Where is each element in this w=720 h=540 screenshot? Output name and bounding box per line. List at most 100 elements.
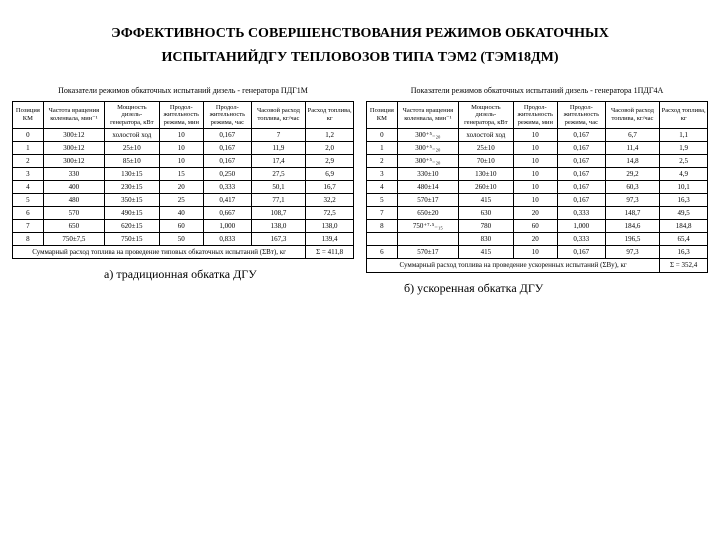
table-cell: 17,4 — [251, 155, 306, 168]
table-cell: 2,9 — [306, 155, 354, 168]
col-pz: Продол-жительность режима, мин — [159, 101, 203, 128]
table-left: Позиция КМ Частота вращения коленвала, м… — [12, 101, 354, 260]
table-row: 7650±20630200,333148,749,5 — [367, 207, 708, 220]
table-cell: 50 — [159, 233, 203, 246]
table-cell: 7 — [251, 129, 306, 142]
table-cell: 167,3 — [251, 233, 306, 246]
table-row: 1300±1225±10100,16711,92,0 — [13, 142, 354, 155]
table-cell: 750±15 — [105, 233, 160, 246]
table-cell: 10 — [159, 142, 203, 155]
col-cr: Часовой расход топлива, кг/час — [605, 101, 660, 128]
table-cell: 70±10 — [459, 155, 514, 168]
table-cell: 1,1 — [660, 129, 708, 142]
table-row: 6570490±15400,667108,772,5 — [13, 207, 354, 220]
table-cell: 620±15 — [105, 220, 160, 233]
table-cell: 25±10 — [105, 142, 160, 155]
table-row: 0300±12холостой ход100,16771,2 — [13, 129, 354, 142]
table-cell: 350±15 — [105, 194, 160, 207]
table-cell: 25±10 — [459, 142, 514, 155]
table-row: 1300⁺⁵₋₂₀25±10100,16711,41,9 — [367, 142, 708, 155]
table-cell: 97,3 — [605, 194, 660, 207]
col-pr: Продол-жительность режима, час — [203, 101, 251, 128]
table-cell: 139,4 — [306, 233, 354, 246]
table-cell: 0,833 — [203, 233, 251, 246]
table-cell: 8 — [367, 220, 398, 233]
table-cell: 4 — [13, 181, 44, 194]
table-cell: 330±10 — [397, 168, 458, 181]
table-row: 830200,333196,565,4 — [367, 233, 708, 246]
sum-value-left: Σ = 411,8 — [306, 246, 354, 259]
col-pr: Продол-жительность режима, час — [557, 101, 605, 128]
table-cell: 148,7 — [605, 207, 660, 220]
table-cell: 0,167 — [203, 155, 251, 168]
table-cell: 300⁺⁵₋₂₀ — [397, 129, 458, 142]
table-cell: 300±12 — [43, 155, 104, 168]
table-cell: 50,1 — [251, 181, 306, 194]
col-pow: Мощность дизель-генератора, кВт — [105, 101, 160, 128]
table-cell: 10 — [513, 155, 557, 168]
col-rt: Расход топлива, кг — [660, 101, 708, 128]
table-cell: 60 — [513, 220, 557, 233]
table-cell — [397, 233, 458, 246]
table-title-left: Показатели режимов обкаточных испытаний … — [12, 86, 354, 95]
title-line-2: ИСПЫТАНИЙДГУ ТЕПЛОВОЗОВ ТИПА ТЭМ2 (ТЭМ18… — [18, 46, 702, 70]
sum-row-right: Суммарный расход топлива на проведение у… — [367, 259, 708, 272]
table-cell: 300±12 — [43, 129, 104, 142]
table-cell: 650±20 — [397, 207, 458, 220]
table-cell: холостой ход — [105, 129, 160, 142]
table-cell: 130±10 — [459, 168, 514, 181]
table-cell: 27,5 — [251, 168, 306, 181]
table-cell: 10 — [513, 246, 557, 259]
table-cell: 0 — [13, 129, 44, 142]
table-cell: 0,167 — [203, 129, 251, 142]
table-cell: 2 — [13, 155, 44, 168]
table-cell: 10 — [513, 142, 557, 155]
table-cell: 480±14 — [397, 181, 458, 194]
table-cell: 29,2 — [605, 168, 660, 181]
table-cell: 16,3 — [660, 194, 708, 207]
table-row: 5480350±15250,41777,132,2 — [13, 194, 354, 207]
table-cell: 0 — [367, 129, 398, 142]
table-cell: 0,417 — [203, 194, 251, 207]
table-cell: 15 — [159, 168, 203, 181]
page-title: ЭФФЕКТИВНОСТЬ СОВЕРШЕНСТВОВАНИЯ РЕЖИМОВ … — [0, 0, 720, 76]
table-cell — [367, 233, 398, 246]
table-cell: 10,1 — [660, 181, 708, 194]
table-body-left: 0300±12холостой ход100,16771,21300±1225±… — [13, 129, 354, 246]
table-cell: 0,333 — [557, 207, 605, 220]
table-cell: 97,3 — [605, 246, 660, 259]
table-cell: 20 — [513, 233, 557, 246]
table-cell: 0,167 — [203, 142, 251, 155]
table-cell: 6 — [13, 207, 44, 220]
table-cell: 2,0 — [306, 142, 354, 155]
table-cell: 415 — [459, 246, 514, 259]
col-freq: Частота вращения коленвала, мин⁻¹ — [397, 101, 458, 128]
table-cell: 0,167 — [557, 246, 605, 259]
table-cell: 570 — [43, 207, 104, 220]
table-cell: 0,167 — [557, 155, 605, 168]
table-cell: 138,0 — [251, 220, 306, 233]
col-freq: Частота вращения коленвала, мин⁻¹ — [43, 101, 104, 128]
sum-value-right: Σ = 352,4 — [660, 259, 708, 272]
panels: Показатели режимов обкаточных испытаний … — [0, 76, 720, 296]
table-cell: 11,4 — [605, 142, 660, 155]
table-cell: 480 — [43, 194, 104, 207]
table-row: 3330130±15150,25027,56,9 — [13, 168, 354, 181]
table-cell: 0,167 — [557, 129, 605, 142]
table-cell: 184,6 — [605, 220, 660, 233]
table-cell: 330 — [43, 168, 104, 181]
table-cell: 260±10 — [459, 181, 514, 194]
table-cell: холостой ход — [459, 129, 514, 142]
table-cell: 10 — [513, 181, 557, 194]
table-row: 2300⁺⁵₋₂₀70±10100,16714,82,5 — [367, 155, 708, 168]
table-cell: 300⁺⁵₋₂₀ — [397, 142, 458, 155]
table-cell: 300±12 — [43, 142, 104, 155]
table-cell: 11,9 — [251, 142, 306, 155]
table-cell: 0,167 — [557, 194, 605, 207]
table-cell: 20 — [159, 181, 203, 194]
table-cell: 570±17 — [397, 246, 458, 259]
table-cell: 14,8 — [605, 155, 660, 168]
title-line-1: ЭФФЕКТИВНОСТЬ СОВЕРШЕНСТВОВАНИЯ РЕЖИМОВ … — [18, 22, 702, 46]
table-cell: 830 — [459, 233, 514, 246]
table-cell: 40 — [159, 207, 203, 220]
